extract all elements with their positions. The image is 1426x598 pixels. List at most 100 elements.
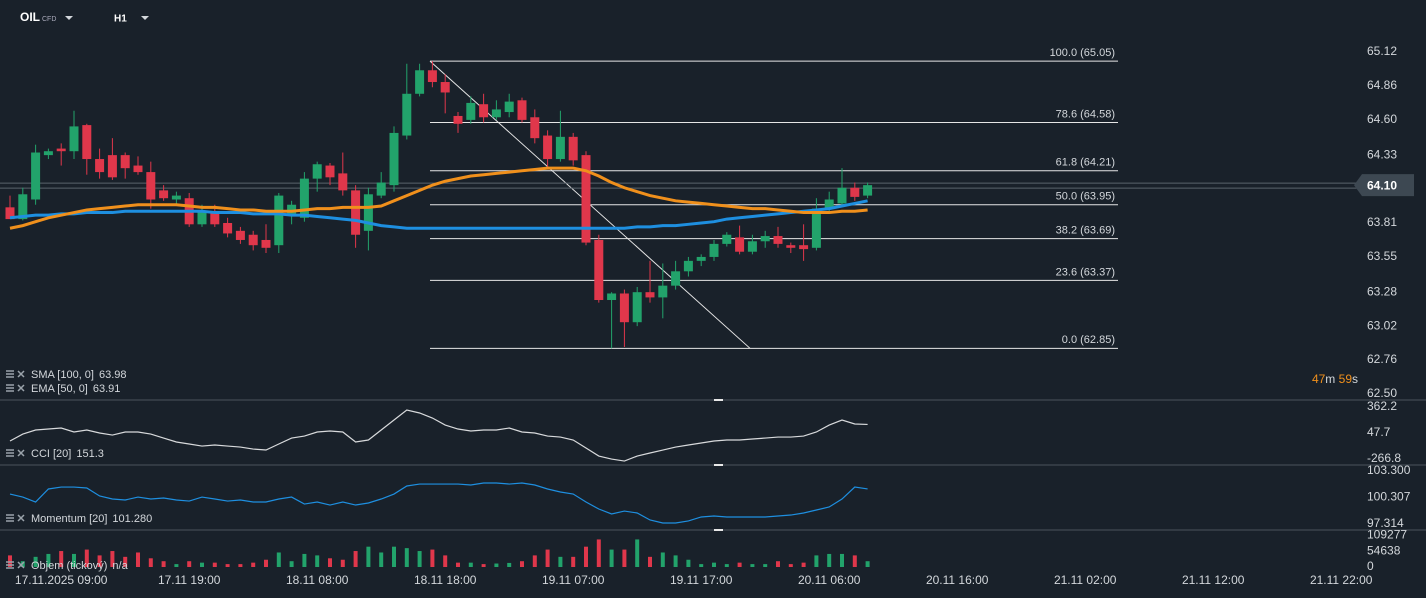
x-tick-label: 21.11 12:00 (1182, 573, 1245, 587)
candle-body (69, 126, 79, 152)
volume-bar (392, 546, 396, 567)
legend-close-icon (17, 514, 25, 522)
y-tick-label: 109277 (1367, 527, 1407, 541)
volume-bar (827, 553, 832, 567)
volume-bar (136, 552, 140, 567)
resize-handle[interactable] (714, 464, 723, 466)
indicator-value: n/a (112, 560, 128, 572)
fib-label: 78.6 (64.58) (1056, 108, 1115, 120)
volume-bar (750, 564, 755, 567)
moving-average-line (9, 199, 868, 230)
volume-bar (225, 564, 230, 567)
volume-bar (481, 564, 486, 567)
candle-body (824, 199, 834, 209)
volume-bar (545, 549, 550, 567)
candle-body (43, 151, 53, 156)
volume-bar (200, 562, 204, 567)
volume-bar (8, 555, 12, 567)
volume-bar (72, 553, 76, 567)
y-tick-label: 97.314 (1367, 516, 1404, 530)
volume-bar (443, 555, 448, 567)
legend-menu-icon (6, 514, 14, 522)
moving-average-line (9, 166, 868, 230)
y-tick-label: 100.307 (1367, 490, 1411, 504)
candle-body (440, 82, 450, 93)
candle-body (261, 239, 271, 248)
volume-bar (366, 546, 371, 567)
candle-body (491, 109, 501, 118)
candle-body (773, 236, 783, 244)
symbol[interactable]: OIL (20, 10, 40, 24)
volume-bar (520, 561, 524, 567)
indicator-name: CCI [20] (31, 448, 71, 460)
volume-bar (161, 561, 166, 567)
candle-body (517, 100, 527, 120)
resize-handle[interactable] (714, 529, 723, 531)
volume-bar (238, 564, 243, 567)
candle-body (427, 70, 437, 83)
volume-bar (328, 558, 332, 567)
candle-body (863, 185, 873, 196)
volume-bar (699, 564, 704, 567)
volume-bar (84, 549, 89, 567)
candle-body (325, 165, 335, 178)
candle-body (402, 93, 412, 136)
volume-bar (852, 555, 857, 567)
candle-body (159, 190, 169, 199)
volume-bar (353, 551, 358, 567)
legend-menu-icon (6, 370, 14, 378)
candle-body (171, 195, 181, 200)
candle-body (274, 195, 284, 246)
volume-bar (123, 556, 128, 567)
volume-bar (622, 549, 627, 567)
x-tick-label: 21.11 02:00 (1054, 573, 1117, 587)
volume-bar (840, 553, 844, 567)
indicator-value: 63.98 (99, 369, 127, 381)
y-tick-label: 63.02 (1367, 318, 1397, 332)
x-tick-label: 21.11 22:00 (1310, 573, 1373, 587)
indicator-name: SMA [100, 0] (31, 369, 94, 381)
volume-bar (59, 551, 64, 567)
candle-body (133, 165, 143, 173)
volume-bar (110, 551, 115, 567)
y-tick-label: 64.60 (1367, 112, 1397, 126)
y-tick-label: 62.50 (1367, 386, 1397, 400)
current-price-box (1354, 174, 1414, 197)
y-tick-label: 54638 (1367, 543, 1401, 557)
candle-body (786, 245, 796, 248)
x-tick-label: 17.11 19:00 (158, 573, 221, 587)
candle-body (120, 155, 130, 169)
legend-close-icon (17, 561, 25, 569)
bar-timer: 47m 59s (1312, 372, 1358, 386)
volume-bar (212, 562, 217, 567)
candle-body (722, 234, 732, 244)
volume-bar (737, 562, 742, 567)
volume-bar (430, 549, 435, 567)
candle-body (363, 194, 373, 231)
x-tick-label: 20.11 06:00 (798, 573, 861, 587)
candle-body (415, 70, 425, 94)
legend-close-icon (17, 449, 25, 457)
candle-body (235, 230, 245, 240)
candle-body (709, 243, 719, 257)
volume-bar (315, 555, 320, 567)
timeframe[interactable]: H1 (114, 14, 127, 25)
y-tick-label: 63.28 (1367, 284, 1397, 298)
y-tick-label: 47.7 (1367, 425, 1391, 439)
indicator-line (9, 482, 868, 524)
candle-body (107, 155, 117, 178)
dropdown-arrow[interactable] (65, 16, 73, 20)
y-tick-label: 103.300 (1367, 463, 1411, 477)
candle-body (747, 241, 757, 252)
resize-handle[interactable] (714, 399, 723, 401)
candle-body (799, 245, 809, 250)
candle-body (683, 260, 693, 272)
volume-bar (251, 562, 256, 567)
legend-menu-icon (6, 384, 14, 392)
candle-body (351, 190, 361, 235)
volume-bar (302, 553, 307, 567)
volume-bar (558, 556, 563, 567)
dropdown-arrow[interactable] (141, 16, 149, 20)
volume-bar (571, 556, 576, 567)
